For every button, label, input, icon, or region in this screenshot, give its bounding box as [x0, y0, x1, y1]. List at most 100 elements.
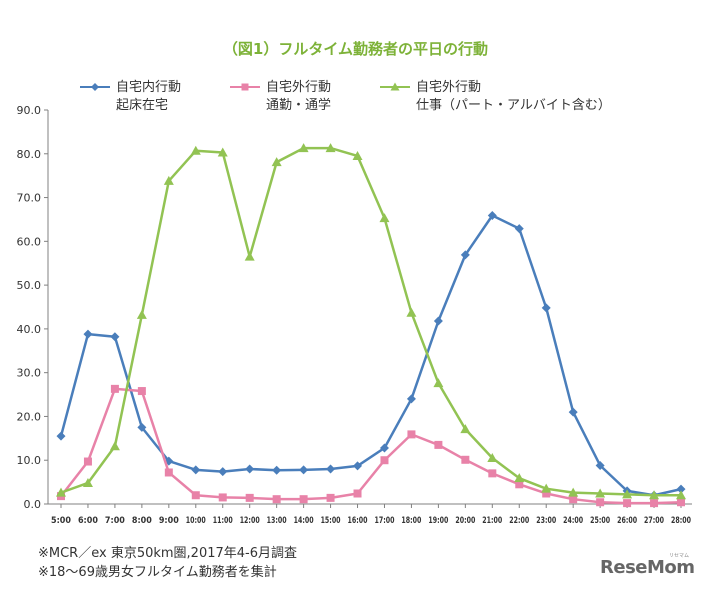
data-point-0 [433, 316, 443, 326]
brand-logo-sub: リセマム [669, 553, 690, 559]
data-point-2 [433, 378, 444, 388]
legend-label-work-1: 自宅外行動 [416, 80, 482, 95]
data-point-2 [352, 150, 363, 160]
data-point-1 [677, 498, 685, 507]
y-tick-label: 90.0 [17, 104, 42, 117]
y-tick-label: 80.0 [17, 148, 42, 161]
x-tick-label: 13:00 [267, 516, 287, 526]
data-point-1 [218, 493, 227, 502]
legend-label-work-2: 仕事（パート・アルバイト含む） [416, 98, 611, 113]
line-chart: 0.0 10.0 20.0 30.0 40.0 50.0 60.0 70.0 80.0 90.0 5… [17, 104, 692, 526]
legend-label-home-1: 自宅内行動 [116, 80, 182, 95]
data-point-0 [272, 465, 282, 475]
data-point-2 [676, 490, 686, 500]
data-point-1 [191, 491, 200, 500]
series-line-2 [60, 146, 681, 497]
series-line-1 [60, 387, 682, 505]
legend-label-home-2: 起床在宅 [116, 98, 169, 113]
data-point-1 [542, 489, 551, 498]
data-point-1 [569, 495, 578, 504]
x-tick-label: 10:00 [186, 516, 206, 526]
data-point-2 [56, 487, 66, 497]
data-point-2 [298, 143, 309, 153]
legend-swatch-commute [230, 83, 260, 91]
data-point-2 [163, 175, 174, 185]
data-point-1 [596, 498, 605, 507]
x-tick-label: 6:00 [78, 516, 98, 526]
data-point-2 [595, 488, 606, 498]
footnote-source: ※MCR／ex 東京50km圏,2017年4-6月調査 [38, 546, 297, 561]
data-point-0 [137, 422, 147, 432]
x-tick-label: 15:00 [321, 516, 341, 526]
y-tick-label: 0.0 [24, 498, 42, 511]
data-point-2 [379, 213, 390, 223]
x-tick-label: 21:00 [482, 516, 502, 526]
data-point-2 [541, 483, 552, 493]
data-point-2 [460, 424, 471, 434]
data-point-1 [434, 440, 443, 449]
data-point-1 [353, 489, 362, 498]
data-point-2 [190, 145, 201, 155]
x-tick-label: 12:00 [240, 516, 260, 526]
footnotes: ※MCR／ex 東京50km圏,2017年4-6月調査 ※18〜69歳男女フルタ… [38, 544, 297, 582]
legend-item-home: 自宅内行動 起床在宅 [80, 79, 250, 119]
x-tick-label: 14:00 [294, 516, 314, 526]
data-point-0 [326, 464, 336, 474]
data-point-2 [217, 147, 228, 157]
x-tick-label: 8:00 [132, 516, 152, 526]
data-point-1 [650, 499, 659, 508]
x-tick-label: 5:00 [51, 516, 71, 526]
legend-swatch-work [380, 82, 410, 91]
x-tick-label: 17:00 [374, 516, 394, 526]
data-point-0 [353, 461, 363, 471]
data-point-0 [568, 407, 578, 417]
data-point-0 [460, 250, 470, 260]
legend-label-commute-1: 自宅外行動 [266, 80, 332, 95]
x-tick-label: 27:00 [644, 516, 664, 526]
data-point-0 [299, 465, 309, 475]
x-tick-label: 19:00 [428, 516, 448, 526]
x-tick-label: 11:00 [213, 516, 233, 526]
data-point-1 [272, 495, 281, 504]
data-point-1 [110, 384, 119, 393]
data-point-2 [649, 490, 660, 500]
y-tick-label: 60.0 [17, 235, 42, 248]
legend-item-work: 自宅外行動 仕事（パート・アルバイト含む） [380, 79, 680, 119]
data-point-0 [110, 332, 120, 342]
y-tick-label: 20.0 [17, 410, 42, 423]
chart-title: （図1）フルタイム勤務者の平日の行動 [222, 40, 489, 58]
data-point-0 [56, 431, 66, 441]
y-tick-label: 70.0 [17, 192, 42, 205]
y-tick-label: 10.0 [17, 454, 42, 467]
data-point-0 [514, 224, 524, 234]
legend-swatch-home [80, 83, 110, 91]
data-point-0 [595, 460, 605, 470]
data-point-2 [406, 307, 417, 317]
data-point-1 [407, 430, 416, 439]
x-tick-label: 20:00 [455, 516, 475, 526]
data-point-0 [406, 394, 416, 404]
data-point-2 [244, 251, 255, 261]
x-tick-label: 9:00 [159, 516, 179, 526]
x-tick-label: 16:00 [348, 516, 368, 526]
legend-item-commute: 自宅外行動 通勤・通学 [230, 79, 400, 119]
y-tick-label: 30.0 [17, 367, 42, 380]
data-point-2 [325, 143, 336, 153]
data-point-1 [164, 468, 173, 477]
data-point-1 [326, 493, 335, 502]
data-point-1 [299, 495, 308, 504]
data-point-1 [245, 493, 254, 502]
data-point-2 [514, 473, 525, 483]
data-point-1 [83, 457, 92, 466]
x-tick-label: 24:00 [563, 516, 583, 526]
data-point-0 [245, 464, 255, 474]
data-point-0 [379, 443, 389, 453]
data-point-0 [218, 467, 228, 477]
x-tick-label: 7:00 [105, 516, 125, 526]
data-point-1 [623, 499, 632, 508]
data-point-1 [461, 455, 470, 464]
data-point-1 [488, 469, 497, 478]
data-point-2 [136, 309, 147, 319]
x-tick-label: 22:00 [509, 516, 529, 526]
data-point-0 [676, 484, 686, 494]
